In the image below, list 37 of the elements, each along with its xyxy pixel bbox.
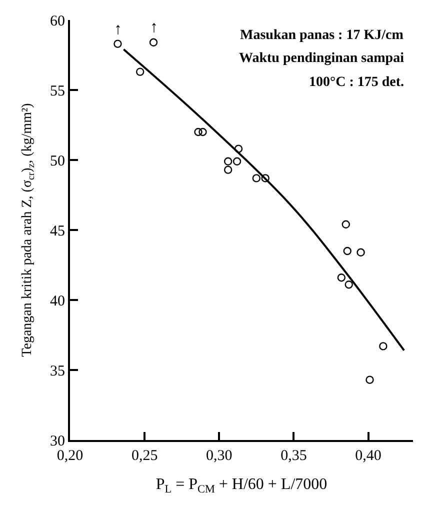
y-tick-label: 60 (50, 13, 65, 30)
y-tick-label: 45 (50, 223, 65, 240)
annotation: Waktu pendinginan sampai (239, 51, 404, 66)
point (194, 128, 202, 136)
annotation: ↑ (150, 19, 158, 36)
x-tick-label: 0,35 (280, 448, 307, 464)
point (337, 274, 346, 282)
x-tick-label: 0,25 (131, 448, 158, 464)
x-tick-label: 0,30 (206, 448, 232, 464)
point (149, 38, 158, 46)
point (252, 174, 261, 182)
point (366, 376, 374, 384)
point (344, 280, 353, 289)
y-tick-label: 50 (50, 153, 65, 170)
y-tick-label: 35 (50, 363, 65, 380)
point (224, 157, 232, 166)
x-tick-label: 0,20 (56, 448, 84, 464)
y-tick-label: 55 (50, 83, 65, 100)
point (379, 342, 388, 350)
point (198, 128, 207, 136)
annotation: 100°C : 175 det. (309, 75, 404, 90)
point (234, 144, 243, 153)
point (356, 248, 365, 256)
x-axis-title: P$_{L}$ = P$_{CM}$ + H/60 + L/7000 (156, 476, 328, 496)
point (224, 166, 232, 174)
y-tick-label: 40 (50, 293, 65, 310)
point (261, 174, 270, 182)
point (342, 220, 350, 228)
line-series (122, 48, 406, 352)
point (136, 68, 144, 76)
point (232, 157, 242, 166)
annotation: Masukan panas : 17 KJ/cm (240, 28, 404, 43)
x-tick-label: 0,40 (355, 448, 382, 464)
point (343, 246, 352, 256)
y-tick-label: 30 (50, 433, 65, 450)
point (114, 40, 122, 48)
annotation: ↑ (114, 21, 122, 38)
